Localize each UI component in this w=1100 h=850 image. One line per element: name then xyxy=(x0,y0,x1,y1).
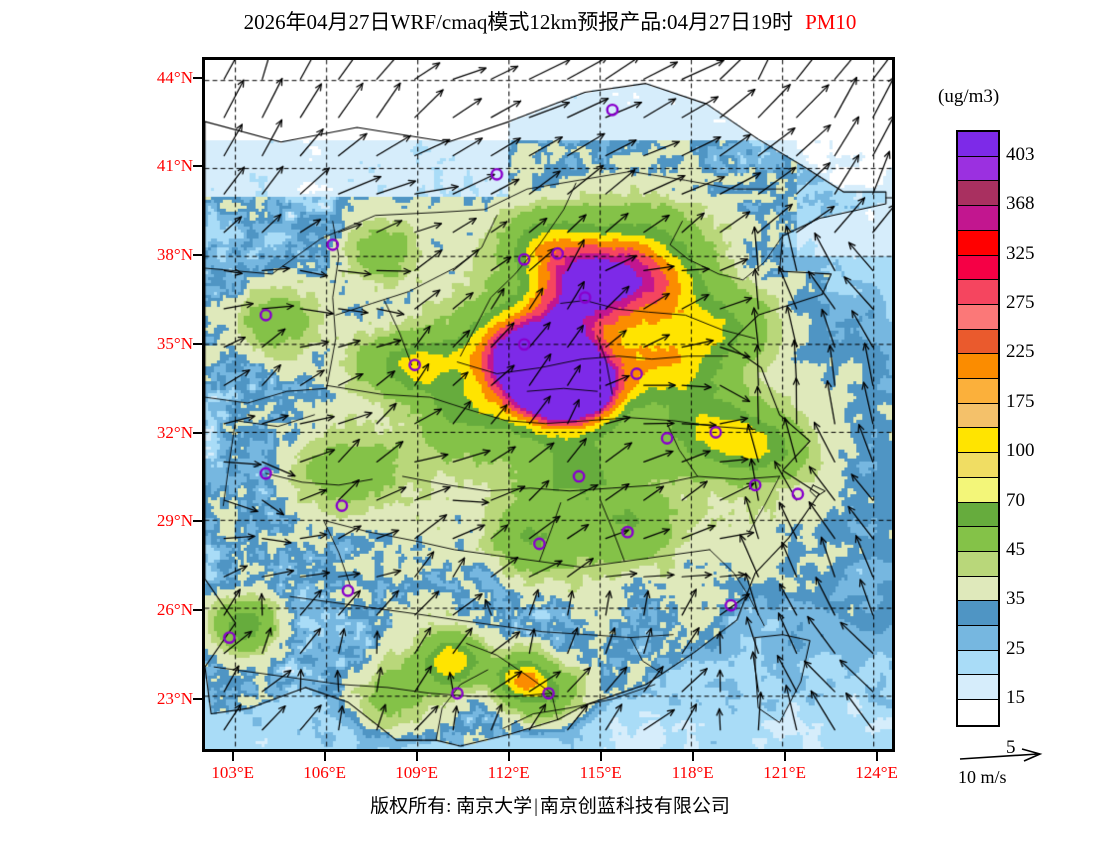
wind-scale-key: 10 m/s xyxy=(958,748,1088,788)
colorbar-band xyxy=(958,428,998,454)
colorbar-band xyxy=(958,527,998,552)
lon-tick-label-106: 106°E xyxy=(303,763,346,782)
colorbar-value-15: 15 xyxy=(1006,687,1025,709)
colorbar-band xyxy=(958,700,998,725)
lon-tick-label-118: 118°E xyxy=(671,763,714,782)
colorbar-band xyxy=(958,551,998,577)
colorbar-band xyxy=(958,453,998,478)
lat-tick-label-23: 23°N xyxy=(156,688,193,708)
colorbar-value-5: 5 xyxy=(1006,736,1016,758)
colorbar-value-403: 403 xyxy=(1006,143,1035,165)
lon-tick-mark xyxy=(783,752,786,761)
lon-tick-mark xyxy=(875,752,878,761)
footer-owner: 版权所有: 南京大学 xyxy=(370,796,533,817)
colorbar-band xyxy=(958,230,998,256)
lat-tick-label-41: 41°N xyxy=(156,156,193,176)
lat-tick-label-44: 44°N xyxy=(156,67,193,87)
lat-tick-mark xyxy=(193,609,202,612)
wind-arrow-icon xyxy=(959,748,1043,762)
lon-tick-mark xyxy=(415,752,418,761)
colorbar-value-225: 225 xyxy=(1006,341,1035,363)
colorbar-value-25: 25 xyxy=(1006,637,1025,659)
title-species-label: PM10 xyxy=(805,10,857,34)
lat-tick-label-35: 35°N xyxy=(156,333,193,353)
lon-tick-label-121: 121°E xyxy=(763,763,806,782)
lon-tick-label-115: 115°E xyxy=(579,763,622,782)
lat-tick-mark xyxy=(193,342,202,345)
colorbar-band xyxy=(958,650,998,676)
lon-tick-label-112: 112°E xyxy=(487,763,530,782)
map-plot-area[interactable] xyxy=(202,57,895,752)
lon-tick-mark xyxy=(691,752,694,761)
colorbar-band xyxy=(958,477,998,503)
colorbar-band xyxy=(958,329,998,355)
colorbar-value-35: 35 xyxy=(1006,588,1025,610)
colorbar-units-label: (ug/m3) xyxy=(938,86,1000,107)
lon-tick-mark xyxy=(507,752,510,761)
lat-tick-mark xyxy=(193,254,202,257)
map-overlay-wind-and-borders xyxy=(205,60,892,749)
lat-tick-mark xyxy=(193,697,202,700)
colorbar-band xyxy=(958,626,998,651)
colorbar-band xyxy=(958,675,998,701)
lon-tick-label-103: 103°E xyxy=(211,763,254,782)
colorbar-band xyxy=(958,132,998,157)
colorbar-band xyxy=(958,379,998,404)
colorbar-band xyxy=(958,354,998,380)
colorbar-value-45: 45 xyxy=(1006,539,1025,561)
colorbar-band xyxy=(958,156,998,182)
lon-tick-mark xyxy=(599,752,602,761)
colorbar-band xyxy=(958,576,998,602)
colorbar-band xyxy=(958,403,998,429)
footer-separator: | xyxy=(534,796,538,817)
copyright-footer: 版权所有: 南京大学 | 南京创蓝科技有限公司 xyxy=(0,791,1100,818)
title-main-text: 2026年04月27日WRF/cmaq模式12km预报产品:04月27日19时 xyxy=(243,10,794,34)
lat-tick-mark xyxy=(193,76,202,79)
colorbar-value-368: 368 xyxy=(1006,193,1035,215)
lat-tick-label-29: 29°N xyxy=(156,511,193,531)
colorbar[interactable] xyxy=(956,130,1000,727)
lat-tick-label-38: 38°N xyxy=(156,245,193,265)
colorbar-band xyxy=(958,206,998,231)
lat-tick-mark xyxy=(193,431,202,434)
colorbar-value-275: 275 xyxy=(1006,291,1035,313)
lon-tick-label-124: 124°E xyxy=(855,763,898,782)
lon-tick-mark xyxy=(323,752,326,761)
wind-scale-label: 10 m/s xyxy=(958,767,1007,787)
lat-tick-mark xyxy=(193,520,202,523)
colorbar-value-70: 70 xyxy=(1006,489,1025,511)
colorbar-band xyxy=(958,280,998,305)
colorbar-value-175: 175 xyxy=(1006,390,1035,412)
lon-tick-mark xyxy=(231,752,234,761)
colorbar-band xyxy=(958,502,998,528)
lat-tick-label-26: 26°N xyxy=(156,600,193,620)
lat-tick-label-32: 32°N xyxy=(156,422,193,442)
page-title: 2026年04月27日WRF/cmaq模式12km预报产品:04月27日19时 P… xyxy=(0,6,1100,36)
colorbar-band xyxy=(958,255,998,281)
footer-company: 南京创蓝科技有限公司 xyxy=(539,796,730,817)
colorbar-value-325: 325 xyxy=(1006,242,1035,264)
lon-tick-label-109: 109°E xyxy=(395,763,438,782)
colorbar-band xyxy=(958,601,998,627)
lat-tick-mark xyxy=(193,165,202,168)
colorbar-band xyxy=(958,181,998,207)
colorbar-band xyxy=(958,304,998,330)
colorbar-value-100: 100 xyxy=(1006,440,1035,462)
